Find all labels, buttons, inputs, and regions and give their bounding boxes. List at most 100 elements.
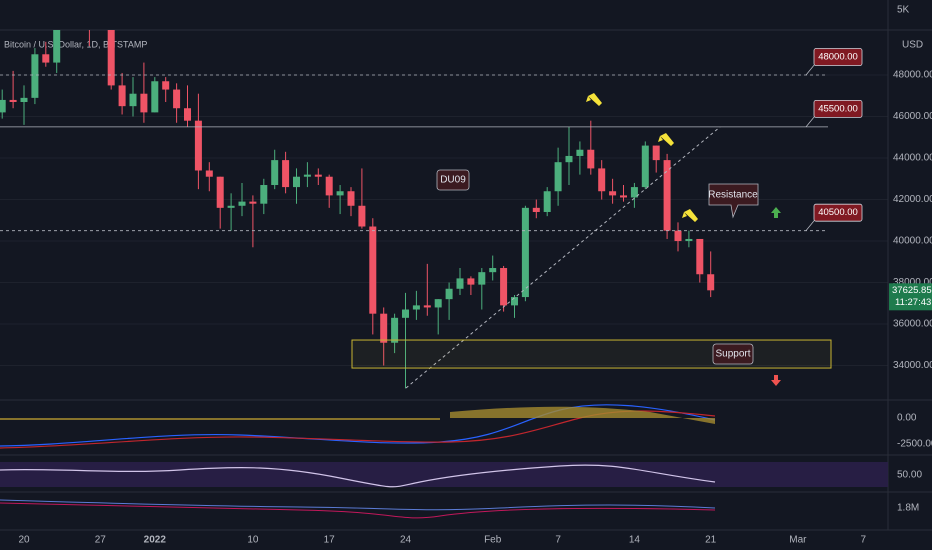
candle-body bbox=[184, 108, 191, 121]
x-tick-label: 24 bbox=[400, 535, 412, 546]
candle-body bbox=[620, 195, 627, 198]
support-label: Support bbox=[715, 349, 750, 360]
candle-body bbox=[216, 176, 224, 208]
obv-ma bbox=[0, 502, 716, 519]
rsi-band bbox=[0, 462, 888, 487]
candle-body bbox=[576, 149, 584, 156]
candle-body bbox=[456, 278, 464, 289]
candle-body bbox=[402, 309, 409, 318]
candle-body bbox=[205, 170, 213, 177]
candle-body bbox=[598, 168, 606, 192]
candle-body bbox=[31, 54, 39, 98]
candle-body bbox=[358, 205, 366, 227]
last-price-box bbox=[889, 283, 932, 311]
note-box bbox=[436, 169, 470, 191]
candle-body bbox=[630, 187, 638, 198]
x-tick-label: 20 bbox=[18, 535, 30, 546]
y-tick-label: 36000.00 bbox=[893, 319, 932, 330]
candle-body bbox=[445, 288, 453, 300]
y-tick-label: 38000.00 bbox=[893, 277, 932, 288]
candle-body bbox=[173, 89, 181, 109]
candle-body bbox=[293, 176, 300, 188]
candle-body bbox=[500, 268, 508, 306]
candle-body bbox=[696, 238, 704, 275]
candle-body bbox=[543, 191, 551, 212]
candle-body bbox=[685, 238, 693, 242]
level-box bbox=[813, 203, 863, 222]
candle-body bbox=[511, 297, 518, 306]
candle-body bbox=[227, 205, 235, 208]
candle-body bbox=[53, 30, 61, 63]
overlay: Support 48000.00 45500.00 40500.00 bbox=[0, 48, 863, 369]
level-box bbox=[813, 100, 863, 118]
candle-body bbox=[478, 272, 486, 285]
trend-line bbox=[405, 126, 721, 389]
resistance-label: Resistance bbox=[708, 190, 758, 201]
up-arrow bbox=[771, 207, 781, 218]
x-tick-label: 21 bbox=[705, 535, 717, 546]
countdown: 11:27:43 bbox=[895, 297, 931, 308]
resistance-box bbox=[708, 183, 759, 219]
candle-body bbox=[336, 191, 344, 196]
candle-body bbox=[162, 81, 170, 90]
down-arrow bbox=[771, 375, 781, 386]
note-label: DU09 bbox=[440, 175, 466, 186]
x-tick-label: 2022 bbox=[144, 535, 167, 546]
candles bbox=[0, 30, 715, 389]
obv-line bbox=[0, 499, 716, 511]
y-tick-label: 40000.00 bbox=[893, 236, 932, 247]
grid bbox=[0, 74, 888, 367]
support-box bbox=[712, 343, 754, 365]
candle-body bbox=[423, 305, 431, 308]
x-tick-label: Feb bbox=[484, 535, 502, 546]
candle-body bbox=[129, 93, 137, 107]
candle-body bbox=[652, 145, 660, 161]
candle-body bbox=[347, 191, 355, 206]
candle-body bbox=[42, 54, 50, 63]
candle-body bbox=[532, 207, 540, 212]
candle-body bbox=[314, 174, 322, 177]
level-tail bbox=[805, 219, 816, 231]
x-tick-label: 17 bbox=[324, 535, 336, 546]
volume-scale: 5K bbox=[897, 5, 910, 16]
candle-body bbox=[641, 145, 649, 188]
candle-body bbox=[282, 160, 290, 188]
candle-body bbox=[565, 155, 573, 163]
y-tick-label: 34000.00 bbox=[893, 360, 932, 371]
candle-body bbox=[587, 149, 595, 169]
candle-body bbox=[194, 120, 202, 171]
candle-body bbox=[260, 185, 268, 204]
candle-body bbox=[707, 274, 715, 291]
macd-histogram bbox=[0, 406, 715, 424]
level-label: 48000.00 bbox=[818, 52, 858, 63]
currency: USD bbox=[902, 40, 923, 51]
y-tick-label: 46000.00 bbox=[893, 111, 932, 122]
x-tick-label: 14 bbox=[629, 535, 641, 546]
candle-body bbox=[249, 201, 257, 204]
candle-body bbox=[20, 97, 28, 103]
symbol-title: Bitcoin / U.S. Dollar, 1D, BITSTAMP bbox=[4, 39, 147, 49]
candle-body bbox=[0, 99, 6, 113]
x-tick-label: Mar bbox=[789, 535, 807, 546]
last-price: 37625.85 bbox=[892, 285, 932, 296]
candle-body bbox=[521, 207, 529, 298]
candle-body bbox=[118, 85, 126, 107]
x-tick-label: 10 bbox=[247, 535, 259, 546]
y-tick-label: 48000.00 bbox=[893, 70, 932, 81]
y-tick-label: 44000.00 bbox=[893, 153, 932, 164]
x-tick-label: 7 bbox=[555, 535, 561, 546]
x-tick-label: 27 bbox=[95, 535, 107, 546]
x-tick-label: 7 bbox=[861, 535, 867, 546]
candle-body bbox=[271, 160, 279, 186]
y-tick-label: 42000.00 bbox=[893, 194, 932, 205]
candle-body bbox=[140, 93, 148, 113]
level-tail bbox=[805, 115, 816, 128]
level-label: 45500.00 bbox=[818, 103, 858, 114]
candle-body bbox=[9, 99, 17, 103]
candle-body bbox=[391, 317, 399, 343]
candle-body bbox=[369, 226, 377, 314]
macd-tick: -2500.00 bbox=[897, 439, 932, 450]
macd-line bbox=[0, 404, 716, 447]
